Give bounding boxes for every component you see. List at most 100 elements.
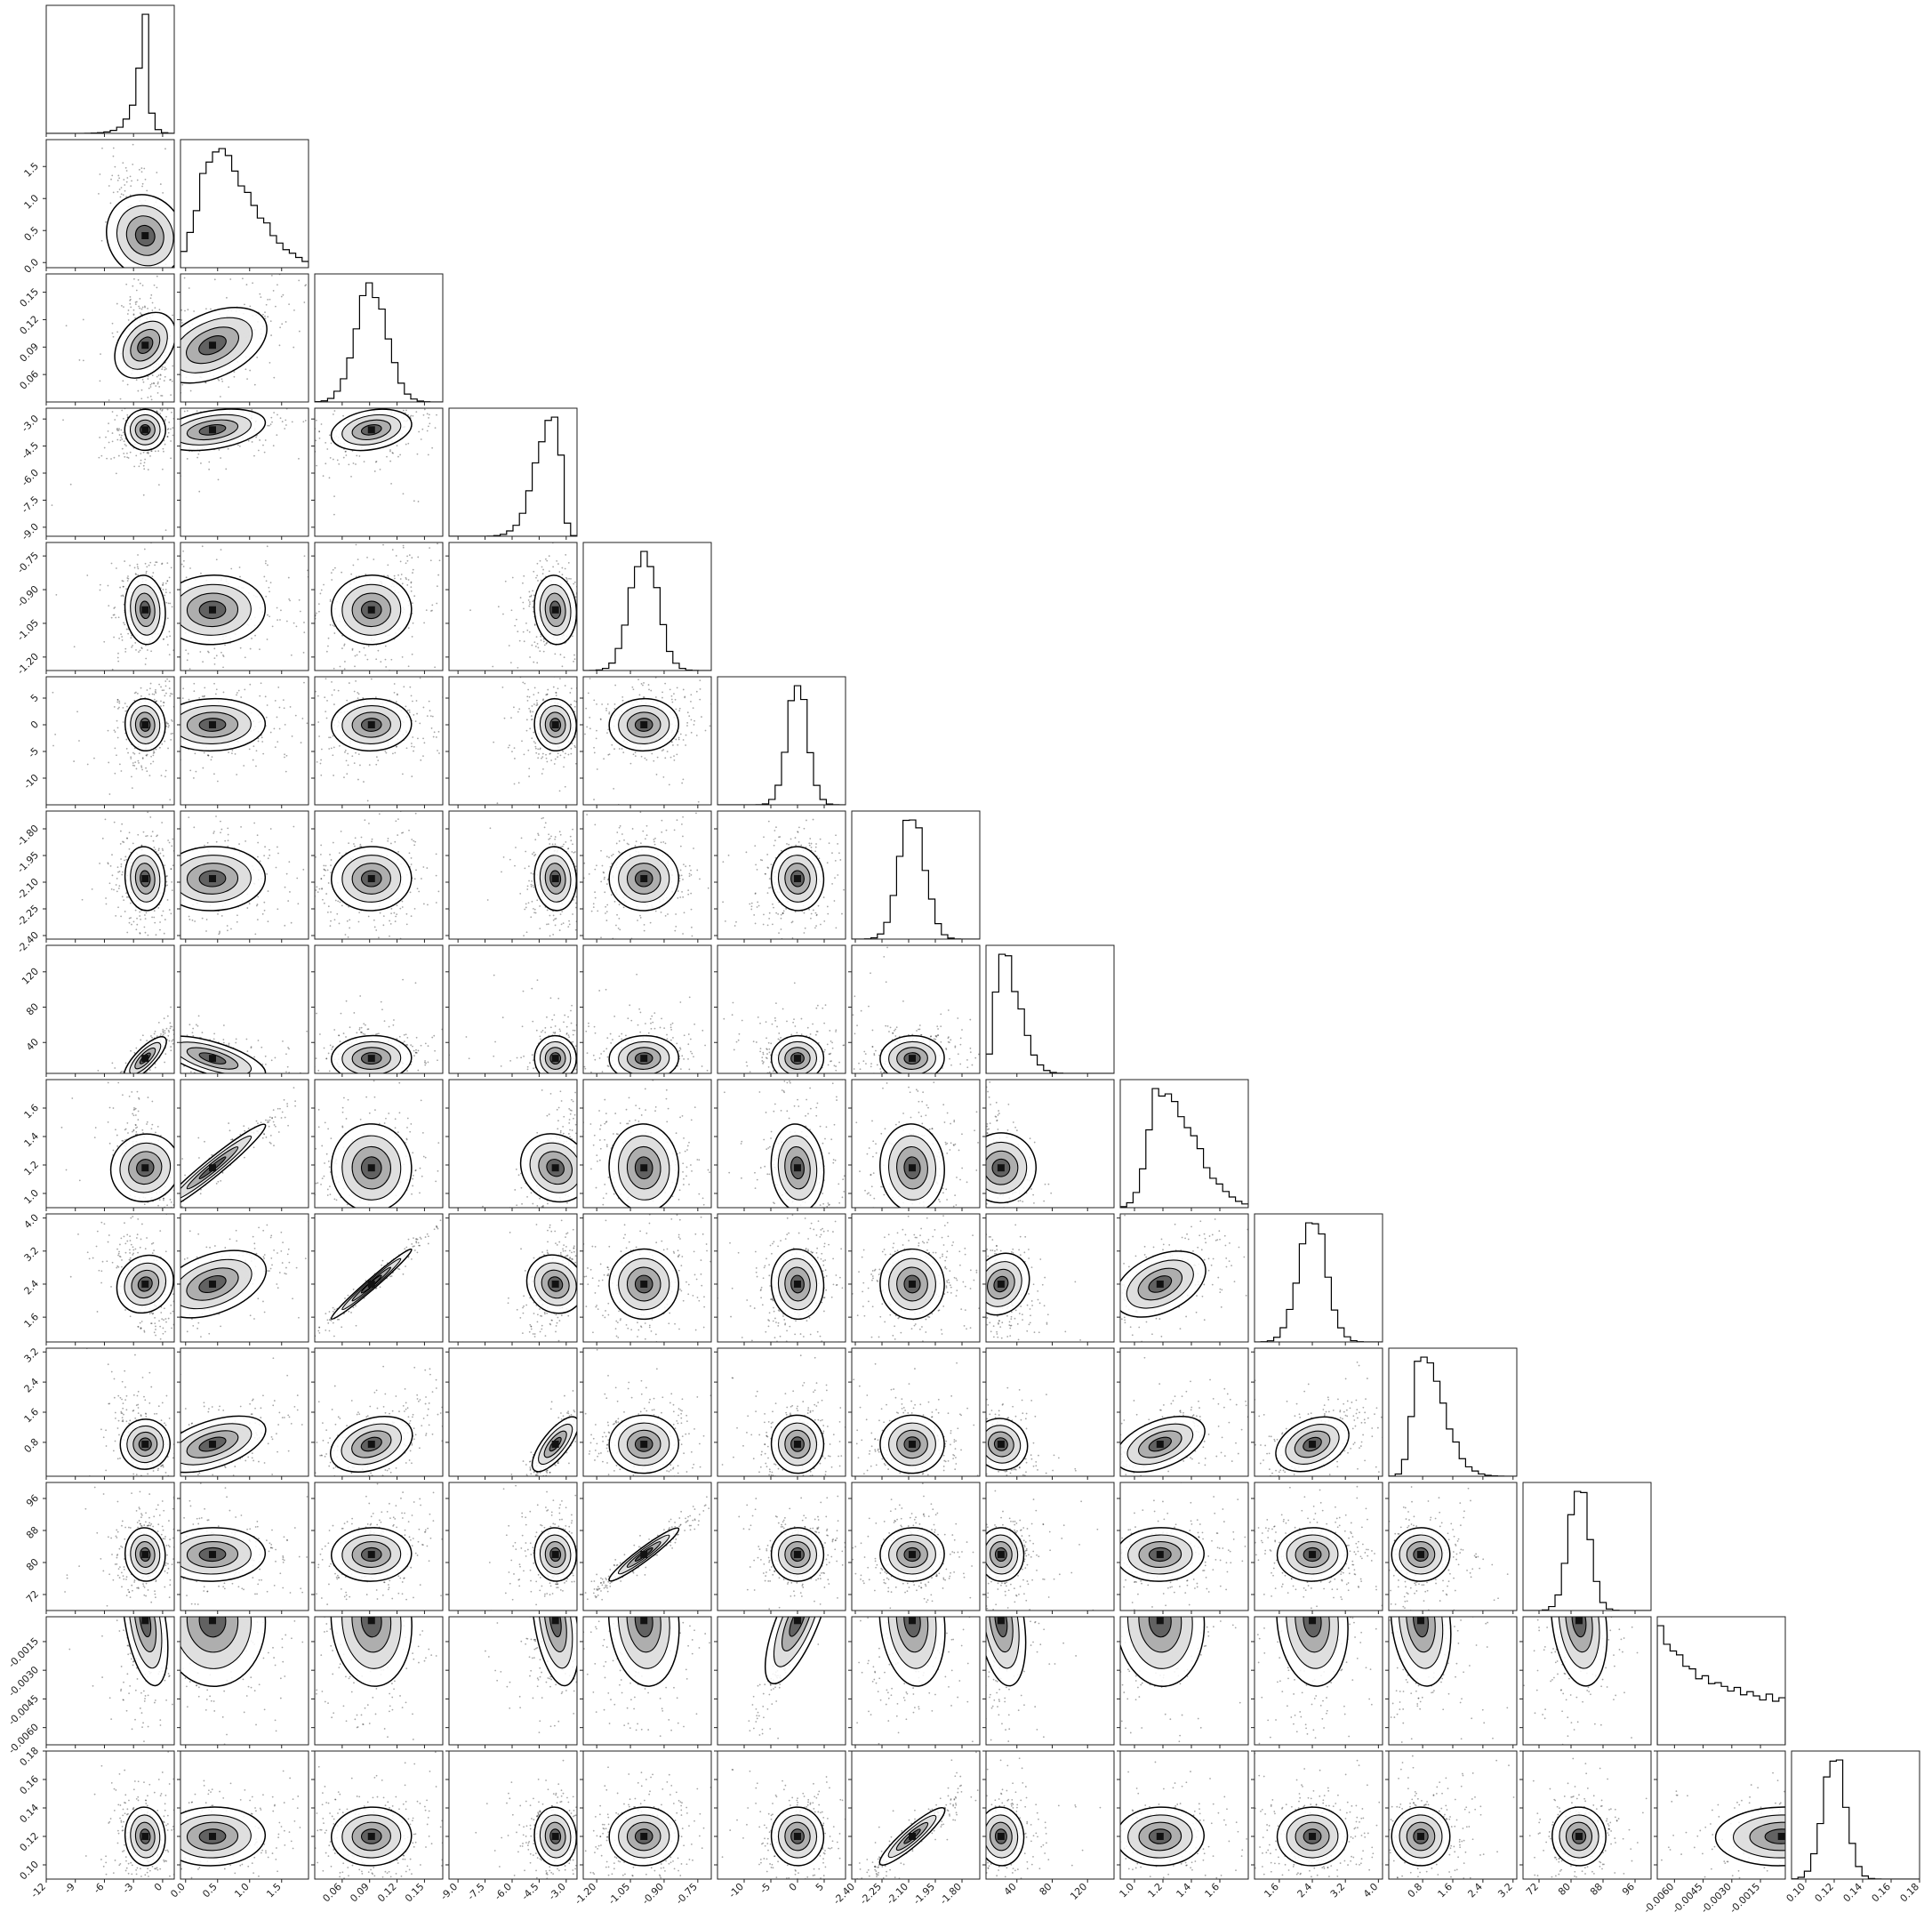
- sample-point: [172, 432, 173, 434]
- sample-point: [243, 403, 245, 405]
- sample-point: [124, 674, 125, 676]
- sample-point: [589, 717, 590, 719]
- sample-point: [653, 647, 655, 649]
- sample-point: [417, 738, 419, 740]
- sample-point: [108, 793, 110, 795]
- sample-point: [403, 493, 405, 494]
- sample-point: [586, 726, 588, 727]
- sample-point: [129, 565, 131, 566]
- sample-point: [359, 291, 361, 293]
- sample-point: [199, 666, 201, 668]
- sample-point: [164, 283, 165, 285]
- sample-point: [412, 701, 413, 703]
- sample-point: [446, 704, 448, 706]
- sample-point: [502, 628, 504, 630]
- sample-point: [193, 395, 195, 397]
- sample-point: [357, 692, 358, 694]
- sample-point: [254, 672, 256, 674]
- sample-point: [162, 366, 164, 368]
- sample-point: [113, 156, 115, 157]
- sample-point: [572, 658, 573, 660]
- sample-point: [270, 334, 272, 336]
- sample-point: [168, 271, 170, 273]
- sample-point: [65, 450, 67, 452]
- sample-point: [325, 398, 326, 399]
- sample-point: [124, 444, 126, 446]
- sample-point: [512, 577, 514, 579]
- sample-point: [593, 653, 595, 655]
- sample-point: [588, 607, 589, 608]
- sample-point: [410, 758, 412, 759]
- sample-point: [389, 672, 390, 674]
- sample-point: [169, 635, 171, 637]
- sample-point: [108, 399, 110, 401]
- sample-point: [164, 386, 165, 388]
- sample-point: [275, 746, 277, 748]
- sample-point: [580, 613, 581, 615]
- sample-point: [269, 590, 270, 592]
- sample-point: [578, 601, 580, 603]
- sample-point: [558, 571, 560, 573]
- sample-point: [170, 429, 172, 430]
- sample-point: [709, 674, 711, 676]
- sample-point: [685, 744, 686, 746]
- sample-point: [153, 694, 155, 695]
- sample-point: [346, 413, 348, 414]
- sample-point: [120, 398, 122, 400]
- sample-point: [132, 393, 133, 395]
- sample-point: [602, 627, 604, 629]
- density-peak: [368, 426, 375, 433]
- sample-point: [589, 704, 591, 706]
- sample-point: [8, 479, 10, 481]
- sample-point: [166, 562, 168, 564]
- sample-point: [415, 411, 417, 413]
- sample-point: [339, 745, 341, 747]
- sample-point: [164, 595, 165, 597]
- sample-point: [185, 308, 187, 309]
- sample-point: [325, 462, 326, 464]
- sample-point: [171, 610, 172, 612]
- sample-point: [369, 764, 371, 766]
- sample-point: [405, 444, 407, 446]
- sample-point: [284, 428, 285, 430]
- sample-point: [524, 652, 525, 654]
- sample-point: [526, 730, 528, 732]
- sample-point: [507, 680, 509, 682]
- sample-point: [238, 451, 240, 453]
- sample-point: [154, 565, 156, 566]
- sample-point: [504, 718, 506, 719]
- sample-point: [98, 457, 100, 459]
- sample-point: [529, 603, 531, 605]
- sample-point: [128, 457, 130, 459]
- sample-point: [605, 710, 607, 711]
- sample-point: [184, 411, 186, 413]
- sample-point: [196, 457, 198, 459]
- sample-point: [520, 597, 522, 598]
- sample-point: [138, 762, 140, 764]
- sample-point: [130, 306, 132, 308]
- sample-point: [326, 448, 328, 450]
- sample-point: [169, 303, 171, 305]
- sample-point: [189, 516, 191, 518]
- sample-point: [163, 444, 164, 446]
- sample-point: [189, 668, 191, 670]
- sample-point: [245, 368, 247, 370]
- sample-point: [231, 752, 233, 754]
- sample-point: [529, 727, 531, 729]
- sample-point: [121, 117, 123, 119]
- sample-point: [160, 367, 162, 369]
- sample-point: [288, 598, 290, 600]
- sample-point: [530, 710, 532, 711]
- sample-point: [408, 579, 410, 581]
- sample-point: [511, 609, 513, 611]
- sample-point: [632, 572, 634, 574]
- sample-point: [108, 442, 110, 444]
- sample-point: [204, 394, 205, 396]
- sample-point: [164, 386, 165, 388]
- sample-point: [831, 721, 833, 723]
- sample-point: [269, 425, 270, 427]
- sample-point: [151, 450, 153, 452]
- sample-point: [266, 304, 268, 306]
- sample-point: [413, 714, 414, 716]
